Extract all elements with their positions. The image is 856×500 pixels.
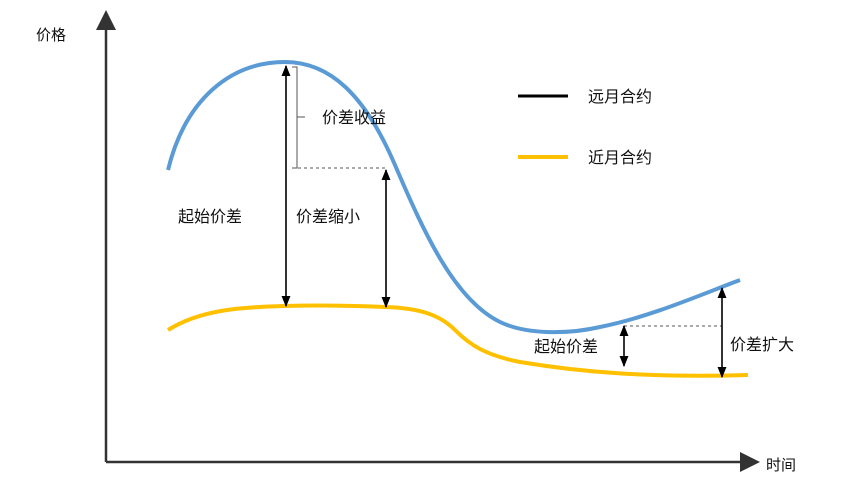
legend: 远月合约 近月合约 [518, 87, 652, 167]
far-month-curve [166, 59, 741, 335]
y-axis-label: 价格 [36, 26, 66, 44]
near-month-curve [166, 303, 749, 378]
initial-spread-right-label: 起始价差 [534, 337, 598, 356]
spread-gain-bracket [292, 66, 298, 169]
legend-label-far: 远月合约 [588, 87, 652, 106]
initial-spread-left-label: 起始价差 [178, 207, 242, 226]
spread-widen-label: 价差扩大 [730, 335, 794, 354]
spread-gain-label: 价差收益 [322, 108, 386, 127]
x-axis-label: 时间 [766, 456, 796, 474]
legend-label-near: 近月合约 [588, 148, 652, 167]
spread-narrow-label: 价差缩小 [296, 207, 360, 226]
